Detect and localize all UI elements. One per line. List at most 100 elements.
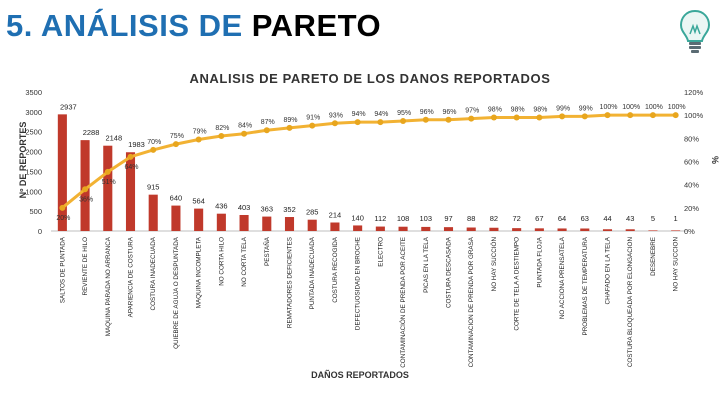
category-label: MAQUINA PARADA NO ARRANCA [105, 236, 112, 336]
y-tick-label: 500 [29, 207, 42, 216]
bar [512, 228, 522, 231]
bar-value-label: 352 [283, 205, 296, 214]
bar-value-label: 88 [467, 214, 475, 223]
category-label: QUIEBRE DE AGUJA O DESPUNTADA [173, 236, 180, 349]
bar [80, 140, 90, 231]
bar [353, 225, 363, 231]
cumulative-point [513, 114, 520, 121]
cumulative-point [377, 119, 384, 126]
category-label: DESENEBRE [650, 237, 657, 276]
cumulative-label: 94% [374, 111, 388, 118]
category-label: APARIENCIA DE COSTURA [128, 236, 135, 317]
cumulative-point [104, 168, 111, 175]
cumulative-label: 70% [147, 139, 161, 146]
bar [421, 226, 431, 231]
bar-value-label: 44 [603, 214, 611, 223]
category-label: NO HAY SUCCIÓN [489, 237, 498, 292]
cumulative-label: 98% [488, 106, 502, 113]
cumulative-label: 51% [102, 179, 116, 186]
y2-tick-label: 80% [684, 134, 699, 143]
category-label: NO HAY SUCCION [673, 237, 680, 292]
cumulative-point [672, 112, 679, 119]
bar-value-label: 63 [581, 214, 589, 223]
y-axis-label: Nº DE REPORTES [18, 122, 28, 199]
bar-value-label: 5 [651, 214, 655, 223]
category-label: CHAFADO EN LA TELA [605, 236, 612, 304]
cumulative-point [309, 122, 316, 129]
y2-tick-label: 120% [684, 88, 704, 97]
cumulative-point [400, 117, 407, 124]
y-tick-label: 1000 [25, 187, 42, 196]
cumulative-point [627, 112, 634, 119]
cumulative-line [61, 113, 676, 209]
x-axis-label: DAÑOS REPORTADOS [311, 370, 409, 380]
y-tick-label: 3500 [25, 88, 42, 97]
bar-value-label: 403 [238, 203, 251, 212]
bar-value-label: 43 [626, 214, 634, 223]
category-label: DEFECTUOSIDAD EN BROCHE [355, 237, 362, 330]
bar-value-label: 214 [329, 211, 342, 220]
cumulative-label: 100% [668, 104, 686, 111]
bar [557, 228, 567, 231]
y2-tick-label: 40% [684, 181, 699, 190]
cumulative-label: 93% [329, 112, 343, 119]
bar [262, 216, 272, 231]
bar-value-label: 140 [351, 213, 364, 222]
bar [103, 145, 113, 231]
cumulative-point [195, 136, 202, 143]
bar-value-label: 2288 [83, 128, 100, 137]
cumulative-label: 95% [397, 110, 411, 117]
category-label: NO ACCIONA PRENSATELA [559, 236, 566, 319]
category-label: PICAS EN LA TELA [423, 236, 430, 293]
cumulative-point [354, 119, 361, 126]
bar [443, 227, 454, 231]
category-label: NO CORTA HILO [218, 237, 225, 286]
bar-value-label: 64 [558, 214, 566, 223]
slide-title: 5. ANÁLISIS DE PARETO [6, 8, 381, 44]
cumulative-point [604, 112, 611, 119]
cumulative-point [59, 204, 66, 211]
bar [194, 208, 204, 231]
cumulative-label: 96% [420, 109, 434, 116]
bar [489, 227, 499, 231]
slide-title-part2: PARETO [251, 8, 382, 43]
category-label: PUNTADA INADECUADA [309, 236, 316, 309]
cumulative-point [649, 112, 656, 119]
cumulative-point [82, 186, 89, 193]
cumulative-point [218, 133, 225, 140]
cumulative-point [127, 153, 134, 160]
category-label: REMATADORES DEFICIENTES [287, 237, 294, 328]
category-label: PROBLEMAS DE TEMPERATURA [582, 236, 589, 335]
cumulative-point [331, 120, 338, 127]
cumulative-label: 97% [465, 108, 479, 115]
cumulative-point [422, 116, 429, 123]
bar [466, 227, 476, 231]
category-label: COSTURA INADECUADA [150, 236, 157, 310]
bar [602, 229, 613, 231]
bar-value-label: 97 [444, 214, 452, 223]
bar [148, 194, 158, 231]
cumulative-point [241, 130, 248, 137]
bar-value-label: 2148 [105, 134, 122, 143]
cumulative-point [490, 114, 497, 121]
y2-tick-label: 20% [684, 204, 699, 213]
category-label: CONTAMINACION DE PRENDA POR GRASA [468, 236, 475, 367]
cumulative-label: 89% [283, 117, 297, 124]
cumulative-point [536, 114, 543, 121]
cumulative-label: 79% [193, 128, 207, 135]
cumulative-label: 98% [533, 106, 547, 113]
bar-value-label: 285 [306, 208, 319, 217]
cumulative-point [172, 141, 179, 148]
y-tick-label: 2500 [25, 128, 42, 137]
category-label: REVIENTE DE HILO [82, 237, 89, 296]
bar [625, 229, 635, 231]
category-label: SALTOS DE PUNTADA [59, 236, 66, 303]
category-label: NO CORTA TELA [241, 236, 248, 286]
slide-title-part1: 5. ANÁLISIS DE [6, 8, 243, 43]
bar [648, 230, 658, 231]
bar-value-label: 436 [215, 202, 228, 211]
cumulative-label: 100% [645, 104, 663, 111]
bar [57, 114, 67, 231]
cumulative-label: 20% [56, 215, 70, 222]
